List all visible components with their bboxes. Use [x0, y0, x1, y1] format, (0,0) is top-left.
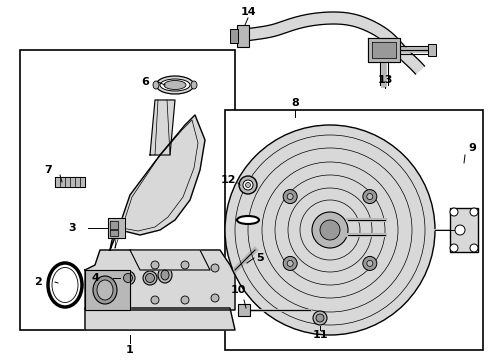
- Ellipse shape: [210, 294, 219, 302]
- Ellipse shape: [160, 79, 190, 91]
- Ellipse shape: [161, 270, 169, 280]
- Ellipse shape: [142, 271, 157, 285]
- Text: 2: 2: [34, 277, 42, 287]
- Circle shape: [286, 260, 293, 266]
- Text: 13: 13: [377, 75, 392, 85]
- Text: 8: 8: [290, 98, 298, 108]
- Ellipse shape: [97, 280, 113, 300]
- Polygon shape: [150, 100, 175, 155]
- Circle shape: [283, 256, 297, 270]
- Polygon shape: [110, 230, 118, 236]
- Polygon shape: [110, 221, 118, 229]
- Circle shape: [362, 190, 376, 203]
- Bar: [449, 208, 477, 252]
- Circle shape: [454, 225, 464, 235]
- Polygon shape: [110, 115, 204, 250]
- Polygon shape: [85, 270, 130, 310]
- Ellipse shape: [151, 261, 159, 269]
- Ellipse shape: [48, 263, 82, 307]
- Ellipse shape: [243, 180, 252, 190]
- Text: 10: 10: [230, 285, 245, 295]
- Circle shape: [449, 244, 457, 252]
- Bar: [229, 29, 238, 43]
- Polygon shape: [367, 38, 399, 62]
- Bar: [237, 25, 248, 47]
- Circle shape: [362, 256, 376, 270]
- Circle shape: [366, 194, 372, 199]
- Text: 3: 3: [68, 223, 76, 233]
- Ellipse shape: [315, 314, 324, 322]
- Ellipse shape: [239, 176, 257, 194]
- Text: 4: 4: [91, 273, 99, 283]
- Circle shape: [286, 194, 293, 199]
- Ellipse shape: [52, 267, 78, 302]
- Text: 9: 9: [467, 143, 475, 153]
- Ellipse shape: [181, 261, 189, 269]
- Ellipse shape: [145, 274, 154, 283]
- Ellipse shape: [312, 311, 326, 325]
- Ellipse shape: [181, 296, 189, 304]
- Ellipse shape: [158, 267, 172, 283]
- Ellipse shape: [210, 264, 219, 272]
- Ellipse shape: [93, 276, 117, 304]
- Circle shape: [469, 244, 477, 252]
- Ellipse shape: [123, 274, 132, 283]
- Polygon shape: [55, 177, 85, 187]
- Circle shape: [311, 212, 347, 248]
- Text: 7: 7: [44, 165, 52, 175]
- Text: 1: 1: [126, 345, 134, 355]
- Circle shape: [366, 260, 372, 266]
- Text: 11: 11: [312, 330, 327, 340]
- Bar: [224, 110, 482, 350]
- Polygon shape: [85, 250, 235, 310]
- Bar: [238, 304, 249, 316]
- Circle shape: [469, 208, 477, 216]
- Ellipse shape: [153, 81, 159, 89]
- Polygon shape: [85, 308, 235, 330]
- Polygon shape: [130, 250, 209, 270]
- Circle shape: [319, 220, 339, 240]
- Bar: [427, 44, 435, 56]
- Text: 5: 5: [256, 253, 263, 263]
- Ellipse shape: [163, 81, 185, 90]
- Ellipse shape: [151, 296, 159, 304]
- Polygon shape: [244, 12, 424, 74]
- Polygon shape: [108, 218, 125, 238]
- Ellipse shape: [191, 81, 197, 89]
- Circle shape: [449, 208, 457, 216]
- Text: 12: 12: [220, 175, 235, 185]
- Ellipse shape: [245, 183, 250, 188]
- Bar: [20, 50, 235, 330]
- Text: 6: 6: [141, 77, 149, 87]
- Text: 14: 14: [240, 7, 255, 17]
- Ellipse shape: [121, 271, 135, 285]
- Circle shape: [283, 190, 297, 203]
- Ellipse shape: [156, 76, 194, 94]
- Ellipse shape: [237, 216, 259, 224]
- Circle shape: [224, 125, 434, 335]
- Polygon shape: [371, 42, 395, 58]
